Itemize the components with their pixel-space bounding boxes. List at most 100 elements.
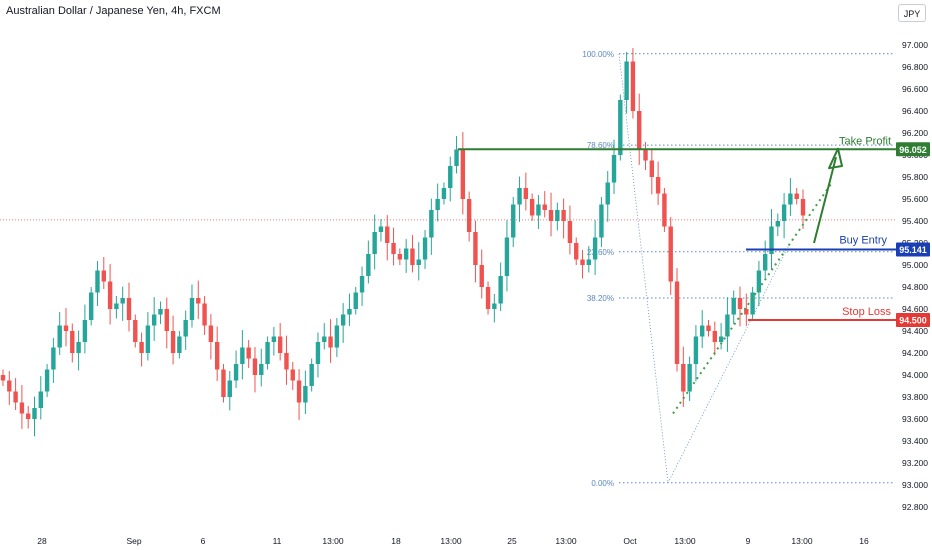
y-tick-label: 93.000 (902, 480, 928, 490)
candle-body (183, 320, 188, 337)
candle-body (385, 226, 390, 243)
candle-body (637, 111, 642, 150)
candle-body (240, 347, 245, 364)
candle-body (315, 342, 321, 364)
stop-loss-label: Stop Loss (842, 306, 891, 318)
candle-body (536, 204, 541, 216)
candle-body (693, 336, 699, 364)
x-tick-label: 6 (201, 536, 206, 546)
candle-body (592, 237, 598, 260)
candle-body (107, 281, 113, 309)
candle-body (605, 182, 610, 205)
candle-body (0, 375, 6, 381)
candle-body (347, 309, 352, 315)
candle-body (214, 342, 220, 370)
y-tick-label: 93.600 (902, 414, 928, 424)
candle-body (101, 270, 106, 282)
level-price-label: 95.141 (899, 245, 927, 255)
candle-body (668, 226, 673, 282)
candle-body (397, 254, 403, 260)
x-tick-label: 13:00 (322, 536, 344, 546)
y-tick-label: 94.800 (902, 282, 928, 292)
candle-body (643, 149, 648, 161)
x-tick-label: 13:00 (555, 536, 577, 546)
candle-body (485, 287, 491, 309)
candle-body (498, 276, 503, 304)
candle-body (542, 204, 547, 210)
candle-body (750, 292, 755, 315)
candle-body (517, 188, 522, 205)
candle-body (126, 298, 132, 320)
candle-body (139, 342, 144, 353)
chart-title: Australian Dollar / Japanese Yen, 4h, FX… (6, 5, 221, 17)
candle-body (410, 248, 415, 265)
candle-body (567, 221, 573, 243)
candle-body (448, 166, 453, 188)
candle-body (259, 364, 264, 375)
candle-body (460, 149, 466, 199)
candle-body (529, 199, 535, 216)
candle-body (788, 193, 793, 205)
candle-body (277, 336, 283, 353)
trade-levels: Take Profit Buy Entry Stop Loss (458, 135, 896, 415)
candle-body (51, 347, 56, 370)
x-tick-label: 16 (859, 536, 869, 546)
y-tick-label: 97.000 (902, 40, 928, 50)
candle-body (744, 309, 749, 315)
x-tick-label: 13:00 (440, 536, 462, 546)
candle-body (649, 160, 655, 177)
level-price-tag (896, 313, 930, 327)
candle-body (309, 364, 314, 386)
candle-body (196, 298, 201, 304)
candle-body (70, 331, 75, 353)
currency-button[interactable]: JPY (898, 4, 926, 22)
candle-body (548, 210, 554, 221)
candle-body (221, 369, 226, 397)
y-tick-label: 94.000 (902, 370, 928, 380)
candle-body (25, 413, 31, 419)
candle-body (681, 364, 686, 392)
candle-body (737, 298, 743, 309)
candle-body (718, 336, 724, 342)
candle-body (555, 210, 560, 221)
candle-body (403, 248, 409, 260)
candle-body (429, 210, 434, 238)
candle-body (32, 408, 37, 419)
take-profit-label: Take Profit (839, 135, 891, 147)
x-tick-label: Oct (623, 536, 637, 546)
x-tick-label: 13:00 (791, 536, 813, 546)
projection-arrowhead (828, 147, 843, 170)
candle-body (706, 325, 711, 331)
y-tick-label: 96.600 (902, 84, 928, 94)
candle-body (208, 325, 214, 342)
candle-body (82, 320, 88, 342)
y-tick-label: 94.400 (902, 326, 928, 336)
candle-body (492, 303, 497, 309)
candles (0, 48, 806, 437)
candle-body (466, 199, 472, 232)
candle-body (95, 270, 100, 293)
candle-body (322, 336, 327, 342)
candle-body (340, 314, 346, 326)
candle-body (756, 270, 762, 293)
y-tick-label: 95.600 (902, 194, 928, 204)
candle-body (158, 309, 163, 315)
candle-body (618, 100, 623, 155)
candle-body (265, 342, 270, 364)
level-price-tag (896, 242, 930, 257)
y-tick-label: 95.800 (902, 172, 928, 182)
candle-body (441, 188, 447, 199)
candle-body (246, 347, 251, 359)
candle-body (769, 226, 774, 254)
x-tick-label: 9 (746, 536, 751, 546)
candle-body (655, 177, 661, 194)
candle-body (794, 193, 799, 199)
candle-body (561, 210, 566, 221)
candle-body (422, 237, 428, 260)
y-tick-label: 95.400 (902, 216, 928, 226)
projection-arrow (813, 156, 837, 244)
candle-body (57, 325, 62, 348)
candle-body (38, 391, 43, 408)
